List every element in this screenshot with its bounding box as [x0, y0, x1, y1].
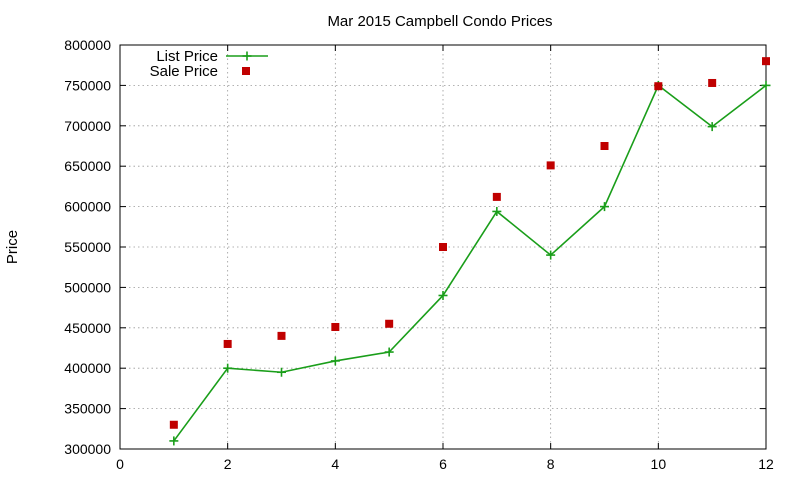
- data-point-sale-price: [439, 243, 447, 251]
- series-sale-price: [169, 57, 770, 429]
- x-tick-label: 0: [116, 456, 124, 472]
- x-tick-label: 12: [758, 456, 774, 472]
- x-tick-label: 8: [547, 456, 555, 472]
- legend: List Price Sale Price: [150, 48, 268, 80]
- data-point-sale-price: [223, 339, 232, 348]
- data-point-sale-price: [546, 161, 555, 170]
- y-tick-label: 700000: [64, 118, 111, 134]
- series-layer: [169, 57, 771, 446]
- chart-title: Mar 2015 Campbell Condo Prices: [327, 13, 552, 30]
- data-point-sale-price: [277, 331, 286, 340]
- y-tick-label: 500000: [64, 279, 111, 295]
- y-tick-label: 650000: [64, 158, 111, 174]
- data-point-sale-price: [331, 322, 340, 331]
- axis-ticks: 0 2 4 6 8 10 12 300000 350000 400000 450000 500000 5…: [64, 37, 774, 472]
- y-tick-label: 750000: [64, 77, 111, 93]
- y-tick-label: 800000: [64, 37, 111, 53]
- legend-label-list-price: List Price: [156, 48, 218, 65]
- series-line-list-price: [173, 84, 767, 442]
- x-tick-label: 2: [224, 456, 232, 472]
- data-point-sale-price: [762, 57, 770, 66]
- y-tick-label: 600000: [64, 199, 111, 215]
- data-point-sale-price: [385, 319, 394, 328]
- y-axis-label: Price: [4, 230, 21, 264]
- y-tick-label: 300000: [64, 441, 111, 457]
- y-tick-label: 400000: [64, 360, 111, 376]
- x-tick-label: 6: [439, 456, 447, 472]
- legend-marker-list-price: [242, 51, 252, 61]
- x-tick-label: 4: [331, 456, 339, 472]
- legend-label-sale-price: Sale Price: [150, 63, 218, 80]
- data-point-sale-price: [600, 142, 609, 150]
- data-point-sale-price: [708, 78, 717, 87]
- y-tick-label: 450000: [64, 320, 111, 336]
- data-point-sale-price: [492, 192, 501, 201]
- y-tick-label: 550000: [64, 239, 111, 255]
- data-point-sale-price: [654, 82, 663, 91]
- legend-marker-sale-price: [242, 67, 250, 75]
- data-point-sale-price: [169, 420, 178, 429]
- y-tick-label: 350000: [64, 401, 111, 417]
- x-tick-label: 10: [651, 456, 667, 472]
- series-list-price: [169, 80, 771, 446]
